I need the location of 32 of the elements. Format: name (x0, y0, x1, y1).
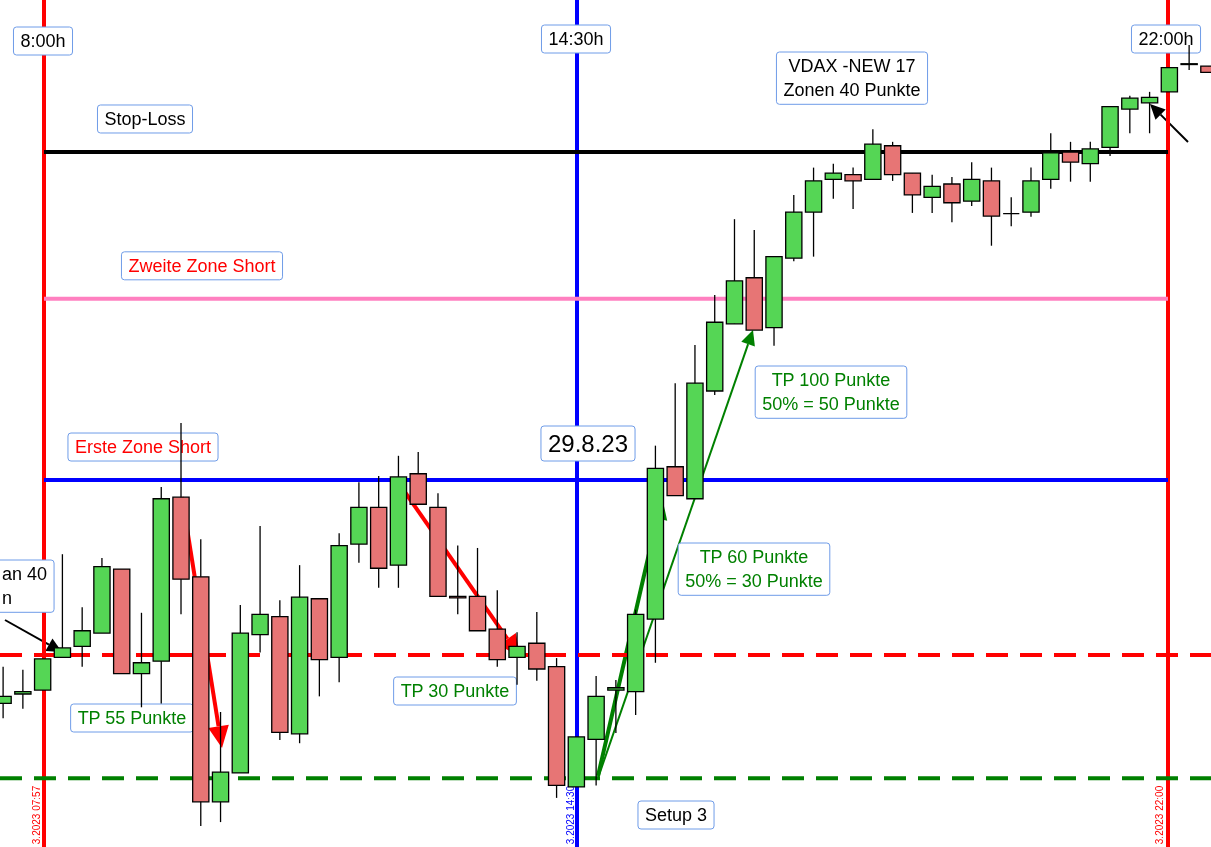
candlestick (73, 606, 91, 668)
candlestick (1002, 196, 1020, 227)
candlestick (132, 612, 151, 708)
candlestick (1180, 44, 1198, 71)
candlestick (943, 176, 961, 223)
candlestick (14, 669, 32, 710)
candlestick (53, 553, 72, 658)
candlestick (508, 631, 526, 686)
candlestick (1121, 95, 1139, 134)
annotation: 22:00h (1138, 29, 1194, 49)
annotation: Setup 3 (644, 805, 708, 825)
annotation: 29.8.23 (547, 430, 629, 457)
candlestick (607, 679, 625, 734)
candlestick (448, 544, 467, 615)
annotation: 8:00h (20, 31, 66, 51)
annotation: 3.2023 22:00 (1154, 785, 1165, 845)
annotation: 3.2023 07:57 (31, 785, 42, 845)
candlestick (923, 174, 941, 214)
annotation: TP 55 Punkte (77, 708, 187, 728)
ref-line-label: Stop-Loss (104, 109, 186, 129)
annotation: TP 30 Punkte (400, 681, 510, 701)
candlestick (844, 166, 862, 210)
candlestick (962, 161, 981, 207)
annotation: TP 60 Punkte 50% = 30 Punkte (685, 547, 823, 592)
annotation: an 40 n (2, 564, 48, 609)
annotation: 14:30h (548, 29, 604, 49)
candlestick (824, 163, 843, 200)
annotation: TP 100 Punkte 50% = 50 Punkte (762, 370, 900, 415)
candlestick (903, 172, 922, 214)
ref-line-label: Zweite Zone Short (128, 255, 276, 276)
annotation: VDAX -NEW 17 Zonen 40 Punkte (783, 56, 921, 101)
candlestick (251, 525, 269, 654)
